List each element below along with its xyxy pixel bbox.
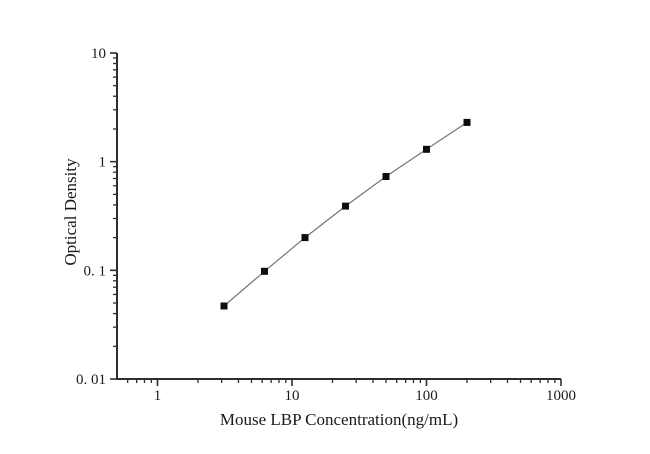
data-point-marker: [423, 145, 430, 153]
x-axis: 1 10 100 1000: [116, 53, 576, 404]
data-point-marker: [342, 202, 349, 210]
data-point-marker: [301, 234, 309, 242]
x-tick-label: 100: [415, 388, 438, 404]
data-point-marker: [220, 302, 228, 310]
y-axis: 10 1 0. 1 0. 01: [76, 46, 117, 388]
x-tick-label: 1000: [546, 388, 576, 404]
y-tick-label: 0. 01: [76, 372, 106, 388]
data-point-marker: [382, 173, 390, 180]
y-axis-title: Optical Density: [61, 158, 80, 266]
axis-spine: [116, 53, 561, 380]
y-tick-label: 1: [99, 155, 107, 171]
data-point-marker: [261, 267, 268, 275]
data-point-marker: [463, 118, 471, 126]
x-tick-label: 1: [154, 388, 162, 404]
x-tick-label: 10: [284, 388, 299, 404]
y-tick-label: 0. 1: [84, 263, 107, 279]
data-series: [220, 118, 471, 310]
x-axis-title: Mouse LBP Concentration(ng/mL): [220, 410, 458, 429]
y-tick-label: 10: [91, 46, 106, 62]
series-line: [223, 121, 468, 307]
